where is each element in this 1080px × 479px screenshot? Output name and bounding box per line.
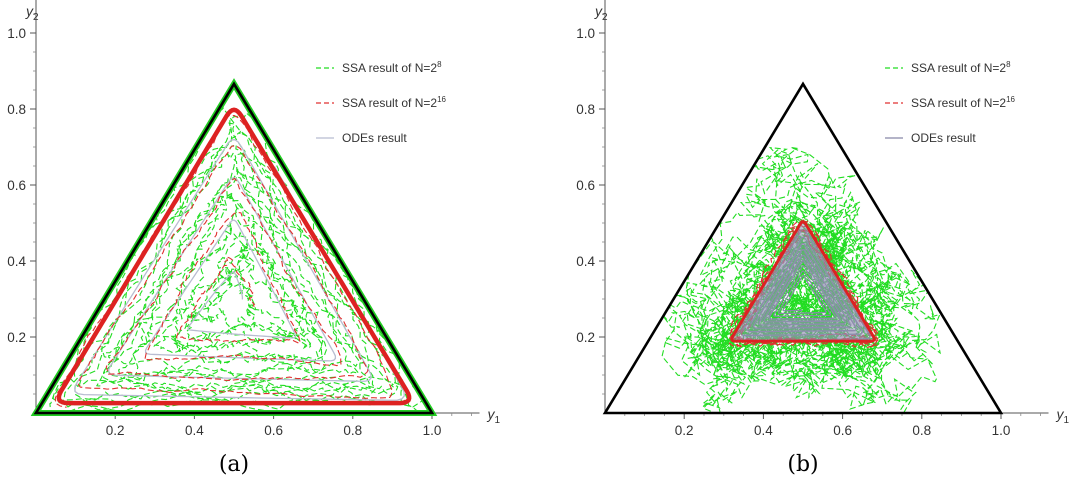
legend-label: ODEs result [911, 131, 976, 145]
odes-band [750, 242, 856, 331]
series-odes-trajectory [74, 139, 405, 401]
limit-cycle [730, 220, 876, 343]
simplex-triangle [33, 81, 435, 415]
x-tick-label: 1.0 [423, 423, 442, 438]
x-tick-label: 0.2 [106, 423, 125, 438]
legend-label: SSA result of N=28 [342, 60, 442, 75]
y-tick-label: 0.2 [576, 330, 595, 345]
odes-band [767, 260, 839, 321]
simplex-triangle [602, 81, 1004, 415]
series-ssa-n8-trajectory [52, 105, 424, 413]
y-tick-label: 0.4 [7, 254, 26, 269]
odes-band [748, 239, 858, 332]
odes-band [756, 248, 850, 328]
x-tick-label: 0.4 [185, 423, 204, 438]
y-tick-label: 0.8 [7, 102, 26, 117]
odes-band [753, 245, 853, 329]
plot-area [659, 146, 941, 414]
y-tick-label: 0.4 [576, 254, 595, 269]
series-ssa-n8-trajectory [49, 112, 418, 414]
y-tick-label: 0.6 [576, 178, 595, 193]
y-axis-label: y2 [594, 3, 608, 23]
panel-caption: (a) [219, 452, 249, 477]
y-tick-label: 0.8 [576, 102, 595, 117]
x-tick-label: 0.2 [675, 423, 694, 438]
x-tick-label: 0.6 [833, 423, 852, 438]
series-ssa-n8-trajectory [659, 146, 941, 414]
odes-band [764, 257, 842, 323]
x-axis-label: y1 [1056, 406, 1070, 426]
odes-band [737, 228, 869, 339]
legend-label: SSA result of N=28 [911, 60, 1011, 75]
panel-b: 0.2 0.4 0.6 0.8 1.0 0.2 0.4 0.6 0.8 1.0 y1 y2 SSA re… [576, 0, 1070, 477]
panel-caption: (b) [787, 452, 818, 477]
x-tick-label: 0.4 [754, 423, 773, 438]
x-tick-label: 0.6 [264, 423, 283, 438]
y-tick-label: 0.6 [7, 178, 26, 193]
x-tick-label: 0.8 [343, 423, 362, 438]
odes-band [734, 225, 872, 340]
y-tick-label: 1.0 [7, 26, 26, 41]
x-axis-label: y1 [487, 406, 501, 426]
odes-band [742, 234, 864, 336]
legend-label: SSA result of N=216 [911, 95, 1016, 110]
series-ssa-n16-trajectory [54, 114, 393, 408]
x-tick-label: 1.0 [992, 423, 1011, 438]
y-tick-label: 0.2 [7, 330, 26, 345]
odes-band [745, 236, 861, 334]
limit-cycle [56, 107, 412, 406]
panel-a: 0.2 0.4 0.6 0.8 1.0 0.2 0.4 0.6 0.8 1.0 y1 y2 SSA re… [7, 0, 501, 477]
odes-band [759, 251, 847, 326]
odes-band [740, 231, 866, 337]
y-tick-label: 1.0 [576, 26, 595, 41]
x-tick-label: 0.8 [912, 423, 931, 438]
odes-band [761, 254, 845, 324]
plot-area [49, 105, 424, 414]
y-axis-label: y2 [25, 3, 39, 23]
legend-label: SSA result of N=216 [342, 95, 447, 110]
legend-label: ODEs result [342, 131, 407, 145]
